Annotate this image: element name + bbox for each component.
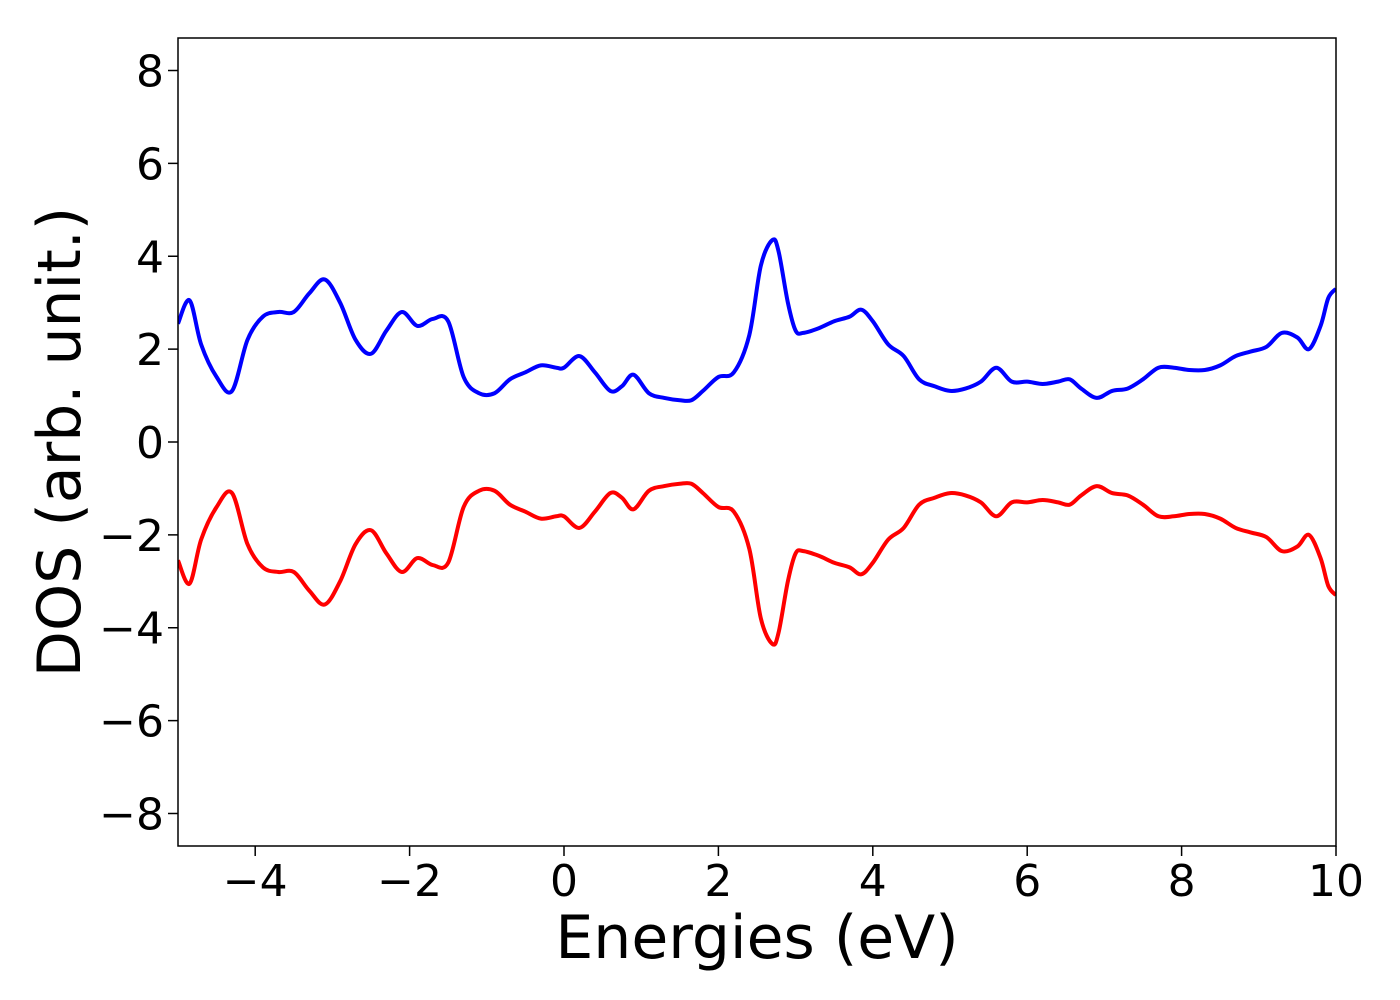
series-line-down [178,481,1336,647]
y-tick-label: −6 [99,697,164,748]
x-axis-ticks: −4 −2 0 2 4 6 8 10 [223,846,1364,907]
y-tick-label: −4 [99,604,164,655]
x-tick-label: 2 [704,856,732,907]
series-line-up [178,237,1336,403]
x-tick-label: −4 [223,856,288,907]
y-tick-label: 4 [136,232,164,283]
x-axis-label: Energies (eV) [555,903,958,973]
y-tick-label: 6 [136,139,164,190]
series-layer [178,237,1336,647]
y-tick-label: 2 [136,325,164,376]
y-tick-label: 8 [136,47,164,98]
y-axis-ticks: −8 −6 −4 −2 0 2 4 6 8 [99,47,178,840]
x-tick-label: 8 [1168,856,1196,907]
x-tick-label: 6 [1013,856,1041,907]
y-tick-label: 0 [136,418,164,469]
y-tick-label: −2 [99,511,164,562]
y-axis-label: DOS (arb. unit.) [25,207,95,677]
x-tick-label: −2 [377,856,442,907]
x-tick-label: 10 [1308,856,1364,907]
x-tick-label: 0 [550,856,578,907]
x-tick-label: 4 [859,856,887,907]
y-tick-label: −8 [99,789,164,840]
